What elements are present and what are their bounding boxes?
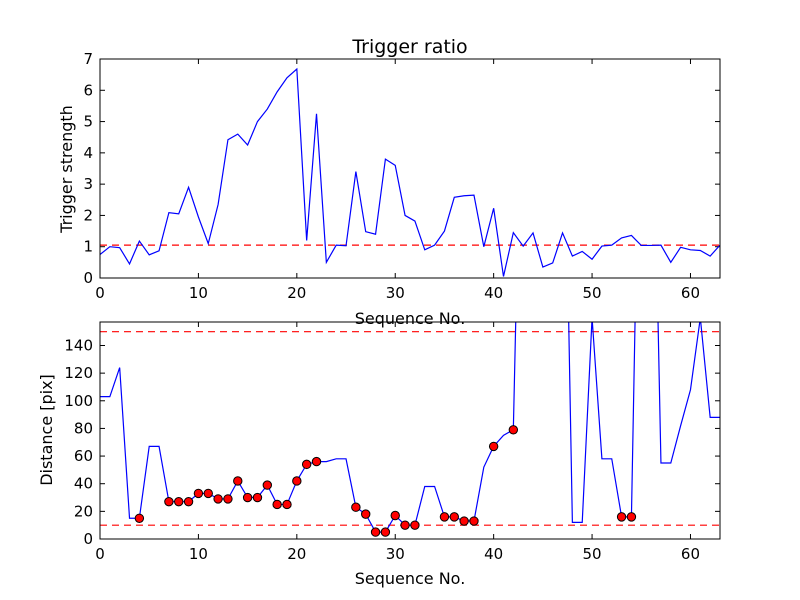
data-point-marker xyxy=(626,512,637,522)
y-tick-label: 6 xyxy=(83,81,93,99)
distance-chart: 0 20 40 60 80 100 120 140 0 10 20 30 40 50 60 Sequenc… xyxy=(37,321,721,588)
data-point-marker xyxy=(488,441,499,452)
y-tick-label: 1 xyxy=(83,238,93,256)
y-tick-label: 5 xyxy=(83,113,93,131)
data-point-marker xyxy=(380,527,391,537)
x-tick-label: 0 xyxy=(95,545,105,563)
y-tick-label: 0 xyxy=(83,530,93,548)
plot-area-frame xyxy=(99,321,721,540)
data-point-marker xyxy=(262,480,273,490)
data-point-marker xyxy=(174,496,184,507)
data-point-marker xyxy=(361,509,371,519)
data-point-marker xyxy=(616,512,627,522)
data-point-marker xyxy=(311,456,322,467)
data-point-marker xyxy=(164,496,174,507)
chart-title: Trigger ratio xyxy=(351,36,467,58)
x-tick-label: 50 xyxy=(583,545,602,563)
trigger-ratio-chart: Trigger ratio 0 1 2 3 4 5 6 7 0 10 20 30 40 50 60 Seq… xyxy=(57,36,721,328)
data-point-marker xyxy=(508,425,519,435)
y-tick-label: 100 xyxy=(64,392,93,410)
y-axis-label: Distance [pix] xyxy=(37,374,56,486)
data-point-marker xyxy=(272,499,282,510)
y-tick-label: 80 xyxy=(74,419,93,437)
x-tick-label: 60 xyxy=(681,545,700,563)
data-point-marker xyxy=(134,513,145,523)
data-point-marker xyxy=(223,494,233,504)
data-point-marker xyxy=(213,494,223,504)
data-point-marker xyxy=(390,510,400,521)
x-tick-label: 10 xyxy=(189,284,208,302)
x-axis-label: Sequence No. xyxy=(355,309,466,328)
y-tick-label: 3 xyxy=(83,175,93,193)
x-tick-label: 50 xyxy=(583,284,602,302)
data-point-marker xyxy=(282,499,292,510)
data-point-marker xyxy=(351,502,361,512)
data-point-marker xyxy=(400,520,410,530)
plot-area-frame xyxy=(99,58,721,279)
data-point-marker xyxy=(459,516,469,526)
y-tick-label: 40 xyxy=(74,475,93,493)
data-point-marker xyxy=(301,459,312,470)
y-tick-label: 2 xyxy=(83,206,93,224)
data-point-marker xyxy=(252,492,263,503)
data-point-marker xyxy=(183,496,194,507)
y-axis-label: Trigger strength xyxy=(57,105,76,234)
x-tick-label: 40 xyxy=(484,545,503,563)
data-point-marker xyxy=(439,512,450,522)
data-point-marker xyxy=(242,492,253,503)
y-tick-label: 140 xyxy=(64,336,93,354)
y-tick-label: 20 xyxy=(74,502,93,520)
data-point-marker xyxy=(410,520,420,530)
y-tick-label: 0 xyxy=(83,269,93,287)
x-tick-label: 20 xyxy=(287,545,306,563)
x-tick-label: 30 xyxy=(386,284,405,302)
data-point-marker xyxy=(292,476,302,486)
y-tick-label: 120 xyxy=(64,364,93,382)
data-point-marker xyxy=(203,488,213,499)
data-point-marker xyxy=(449,512,459,522)
x-tick-label: 60 xyxy=(681,284,700,302)
x-tick-label: 40 xyxy=(484,284,503,302)
x-tick-label: 10 xyxy=(189,545,208,563)
x-axis-label: Sequence No. xyxy=(355,569,466,588)
x-tick-label: 0 xyxy=(95,284,105,302)
data-point-marker xyxy=(193,488,204,499)
data-point-marker xyxy=(370,527,381,537)
data-point-marker xyxy=(469,516,479,526)
y-tick-label: 7 xyxy=(83,50,93,68)
y-tick-label: 60 xyxy=(74,447,93,465)
distance-series xyxy=(100,322,720,533)
data-point-marker xyxy=(233,476,243,486)
trigger-strength-series xyxy=(100,67,720,277)
x-tick-label: 30 xyxy=(386,545,405,563)
y-tick-label: 4 xyxy=(83,144,93,162)
x-tick-label: 20 xyxy=(287,284,306,302)
